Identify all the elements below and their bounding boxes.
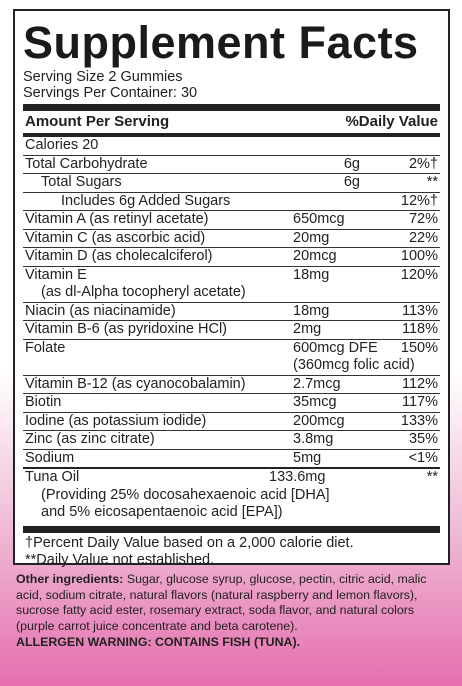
thick-divider: [23, 525, 440, 533]
nutrient-dv: 22%: [408, 229, 438, 246]
nutrient-dv: 72%: [408, 211, 438, 227]
nutrient-amount: 35mcg: [293, 394, 337, 410]
nutrient-amount-secondary: (360mcg folic acid): [293, 357, 415, 373]
nutrient-name: Calories 20: [25, 137, 99, 153]
nutrient-dv: 12%†: [400, 192, 438, 209]
other-ingredients-text: Sugar, glucose syrup, glucose, pectin, c…: [16, 572, 427, 633]
nutrient-amount: 6g: [343, 155, 360, 172]
table-row: Includes 6g Added Sugars 12%†: [23, 191, 440, 211]
table-row: Zinc (as zinc citrate) 3.8mg 35%: [23, 430, 440, 449]
nutrient-dv: 150%: [400, 339, 438, 356]
nutrient-dv: <1%: [408, 449, 438, 466]
allergen-warning: ALLERGEN WARNING: CONTAINS FISH (TUNA).: [16, 635, 301, 650]
nutrient-name: Niacin (as niacinamide): [25, 302, 176, 319]
medium-divider: [23, 133, 440, 137]
table-row: Total Sugars 6g **: [23, 173, 440, 192]
nutrient-dv: **: [426, 469, 438, 485]
nutrient-dv: 100%: [400, 248, 438, 264]
supplement-facts-panel: Supplement Facts Serving Size 2 Gummies …: [13, 9, 450, 568]
nutrient-subname: and 5% eicosapentaenoic acid [EPA]): [41, 504, 283, 520]
nutrient-amount: 5mg: [293, 449, 322, 466]
footnote-not-established: **Daily Value not established.: [25, 552, 215, 568]
table-header: Amount Per Serving %Daily Value: [23, 111, 440, 133]
footnote-pdv: †Percent Daily Value based on a 2,000 ca…: [25, 534, 354, 551]
table-row: Tuna Oil (Providing 25% docosahexaenoic …: [23, 467, 440, 522]
table-row: Vitamin B-12 (as cyanocobalamin) 2.7mcg …: [23, 374, 440, 394]
nutrient-dv: 35%: [408, 431, 438, 447]
daily-value-label: %Daily Value: [345, 113, 438, 130]
other-ingredients-label: Other ingredients:: [16, 572, 124, 586]
table-row: Vitamin D (as cholecalciferol) 20mcg 100…: [23, 247, 440, 266]
nutrient-amount: 18mg: [293, 302, 330, 319]
nutrient-amount: 20mg: [293, 229, 330, 246]
nutrient-name: Iodine (as potassium iodide): [25, 412, 207, 429]
nutrient-amount: 18mg: [293, 266, 330, 283]
table-row: Total Carbohydrate 6g 2%†: [23, 154, 440, 174]
panel-title: Supplement Facts: [23, 17, 419, 68]
nutrient-amount: 650mcg: [293, 211, 345, 227]
nutrient-name: Total Carbohydrate: [25, 155, 148, 172]
nutrient-name: Vitamin C (as ascorbic acid): [25, 229, 206, 246]
other-ingredients: Other ingredients: Sugar, glucose syrup,…: [16, 572, 448, 651]
nutrient-name: Vitamin B-6 (as pyridoxine HCl): [25, 321, 227, 337]
table-row: Vitamin E (as dl-Alpha tocopheryl acetat…: [23, 265, 440, 302]
table-row: Vitamin B-6 (as pyridoxine HCl) 2mg 118%: [23, 320, 440, 339]
nutrient-subname: (Providing 25% docosahexaenoic acid [DHA…: [41, 486, 330, 503]
table-row: Biotin 35mcg 117%: [23, 393, 440, 412]
table-row: Sodium 5mg <1%: [23, 448, 440, 468]
nutrient-name: Vitamin B-12 (as cyanocobalamin): [25, 375, 246, 392]
nutrient-name: Tuna Oil: [25, 469, 80, 485]
nutrient-dv: 113%: [401, 302, 438, 319]
table-row: Niacin (as niacinamide) 18mg 113%: [23, 301, 440, 321]
nutrient-name: Folate: [25, 339, 66, 356]
nutrient-amount: 200mcg: [293, 412, 345, 429]
table-row: Vitamin A (as retinyl acetate) 650mcg 72…: [23, 210, 440, 229]
table-row: Calories 20: [23, 137, 440, 155]
nutrient-amount: 20mcg: [293, 248, 337, 264]
nutrient-dv: 112%: [401, 375, 438, 392]
nutrient-name: Vitamin E: [25, 266, 87, 283]
nutrient-dv: 118%: [401, 321, 438, 337]
amount-per-serving-label: Amount Per Serving: [25, 113, 170, 130]
thick-divider: [23, 104, 440, 111]
nutrient-amount: 3.8mg: [293, 431, 334, 447]
nutrient-name: Vitamin D (as cholecalciferol): [25, 248, 213, 264]
nutrient-name: Vitamin A (as retinyl acetate): [25, 211, 209, 227]
servings-per-container: Servings Per Container: 30: [23, 85, 198, 101]
nutrient-dv: 120%: [400, 266, 438, 283]
table-row: Folate (360mcg folic acid) 600mcg DFE 15…: [23, 338, 440, 375]
nutrient-amount: 2.7mcg: [293, 375, 341, 392]
table-row: Vitamin C (as ascorbic acid) 20mg 22%: [23, 228, 440, 248]
table-row: Iodine (as potassium iodide) 200mcg 133%: [23, 411, 440, 431]
nutrient-name: Biotin: [25, 394, 62, 410]
nutrient-amount: 6g: [343, 174, 360, 190]
nutrient-name: Includes 6g Added Sugars: [61, 192, 231, 209]
nutrient-amount: 133.6mg: [269, 469, 326, 485]
nutrient-dv: 2%†: [408, 155, 438, 172]
serving-size: Serving Size 2 Gummies: [23, 69, 183, 85]
nutrient-name: Sodium: [25, 449, 75, 466]
nutrient-subname: (as dl-Alpha tocopheryl acetate): [41, 284, 246, 300]
nutrient-name: Total Sugars: [41, 174, 122, 190]
nutrient-dv: 133%: [400, 412, 438, 429]
nutrient-amount: 600mcg DFE: [293, 339, 378, 356]
nutrient-dv: **: [426, 174, 438, 190]
nutrient-amount: 2mg: [293, 321, 322, 337]
nutrient-name: Zinc (as zinc citrate): [25, 431, 155, 447]
nutrient-dv: 117%: [401, 394, 438, 410]
